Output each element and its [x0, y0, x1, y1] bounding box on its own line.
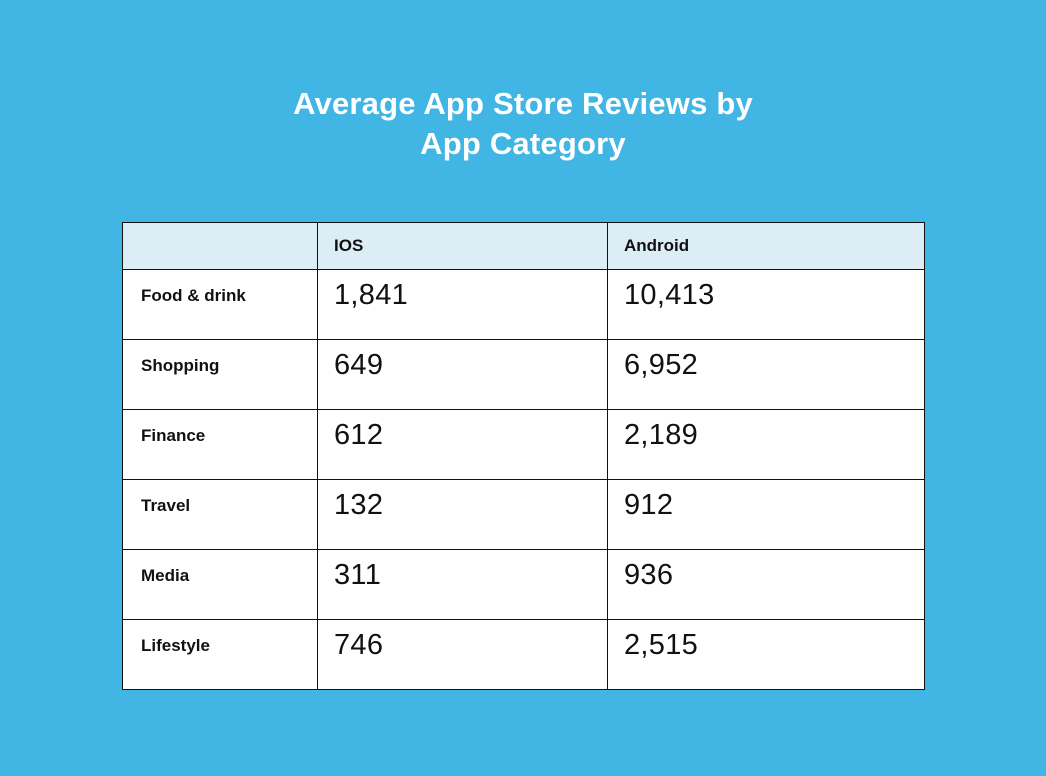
category-label: Lifestyle [122, 619, 318, 690]
header-cell-category [122, 222, 318, 270]
ios-value: 746 [317, 619, 608, 690]
android-value: 912 [607, 479, 925, 550]
ios-value: 132 [317, 479, 608, 550]
table-row: Shopping 649 6,952 [122, 339, 925, 410]
android-value: 10,413 [607, 269, 925, 340]
ios-value: 649 [317, 339, 608, 410]
table-row: Finance 612 2,189 [122, 409, 925, 480]
ios-value: 1,841 [317, 269, 608, 340]
reviews-table: IOS Android Food & drink 1,841 10,413 Shopp… [122, 222, 925, 690]
android-value: 6,952 [607, 339, 925, 410]
category-label: Finance [122, 409, 318, 480]
header-row: IOS Android [122, 222, 925, 270]
table-row: Lifestyle 746 2,515 [122, 619, 925, 690]
category-label: Food & drink [122, 269, 318, 340]
category-label: Shopping [122, 339, 318, 410]
table-row: Travel 132 912 [122, 479, 925, 550]
category-label: Travel [122, 479, 318, 550]
header-cell-ios: IOS [317, 222, 608, 270]
table-row: Food & drink 1,841 10,413 [122, 269, 925, 340]
android-value: 2,515 [607, 619, 925, 690]
page-title: Average App Store Reviews by App Categor… [0, 84, 1046, 164]
page-title-line1: Average App Store Reviews by [293, 86, 753, 121]
android-value: 2,189 [607, 409, 925, 480]
ios-value: 311 [317, 549, 608, 620]
header-cell-android: Android [607, 222, 925, 270]
table-header: IOS Android [122, 222, 925, 270]
ios-value: 612 [317, 409, 608, 480]
android-value: 936 [607, 549, 925, 620]
category-label: Media [122, 549, 318, 620]
table-body: Food & drink 1,841 10,413 Shopping 649 6,952 F… [122, 269, 925, 690]
table-row: Media 311 936 [122, 549, 925, 620]
page-title-line2: App Category [420, 126, 626, 161]
